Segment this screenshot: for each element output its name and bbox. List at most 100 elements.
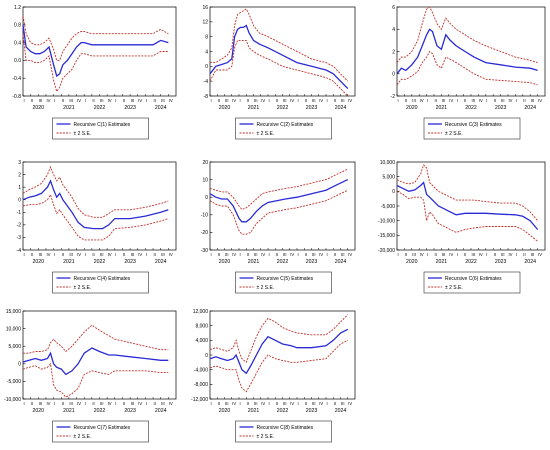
chart-panel-6: 10,0005,0000-5,000-10,000-15,000-20,000I… <box>378 160 546 294</box>
legend-estimate-label: Recursive C(2) Estimates <box>257 122 314 128</box>
year-label: 2022 <box>94 259 106 265</box>
y-tick-label: 10,000 <box>6 326 22 332</box>
legend-band-label: ± 2 S.E. <box>257 285 275 291</box>
y-tick-label: 3 <box>18 160 21 166</box>
year-label: 2023 <box>124 105 136 111</box>
quarter-label: IV <box>169 98 173 103</box>
quarter-label: IV <box>261 98 265 103</box>
y-tick-label: 12 <box>202 20 208 26</box>
y-tick-label: 10 <box>202 177 208 183</box>
quarter-label: III <box>501 98 505 103</box>
quarter-label: IV <box>46 401 50 406</box>
estimate-line <box>22 179 169 230</box>
quarter-label: IV <box>509 252 513 257</box>
year-label: 2022 <box>465 259 477 265</box>
quarter-label: II <box>31 401 33 406</box>
quarter-label: IV <box>420 98 424 103</box>
quarter-label: II <box>435 252 437 257</box>
year-label: 2020 <box>219 259 231 265</box>
year-label: 2021 <box>436 259 448 265</box>
quarter-label: II <box>464 98 466 103</box>
chart-panel-1: 1.20.80.40.0-0.4-0.8I II III IV I II III IV I II I… <box>12 5 177 140</box>
y-tick-label: -5,000 <box>7 379 21 385</box>
quarter-label: II <box>523 98 525 103</box>
quarter-label: I <box>516 252 517 257</box>
quarter-label: IV <box>108 98 112 103</box>
legend-band-label: ± 2 S.E. <box>257 131 275 137</box>
quarter-label: I <box>298 98 299 103</box>
y-tick-label: -20 <box>201 230 208 236</box>
legend: Recursive C(5) Estimates ± 2 S.E. <box>235 271 332 294</box>
quarter-label: II <box>334 401 336 406</box>
plot-frame <box>22 161 177 251</box>
y-tick-label: 0 <box>18 198 21 204</box>
lower-band-line <box>209 189 348 235</box>
quarter-label: III <box>225 401 229 406</box>
quarter-label: II <box>92 401 94 406</box>
year-label: 2024 <box>524 105 536 111</box>
year-label: 2023 <box>306 105 318 111</box>
y-tick-label: 5,000 <box>8 344 21 350</box>
quarter-label: IV <box>77 401 81 406</box>
quarter-label: IV <box>232 98 236 103</box>
year-label: 2022 <box>277 105 289 111</box>
y-tick-label: 0.0 <box>14 58 21 64</box>
year-label: 2022 <box>277 259 289 265</box>
year-label: 2020 <box>406 259 418 265</box>
year-label: 2024 <box>155 259 167 265</box>
year-label: 2022 <box>94 408 106 414</box>
quarter-label: III <box>341 401 345 406</box>
y-tick-label: 0 <box>392 72 395 78</box>
year-label: 2021 <box>436 105 448 111</box>
upper-band-line <box>396 6 538 64</box>
quarter-label: II <box>31 252 33 257</box>
quarter-label: II <box>247 401 249 406</box>
quarter-label: II <box>247 98 249 103</box>
quarter-label: II <box>494 252 496 257</box>
quarter-label: IV <box>319 252 323 257</box>
quarter-label: IV <box>232 401 236 406</box>
legend-band-label: ± 2 S.E. <box>74 285 92 291</box>
plot-frame <box>396 6 546 97</box>
year-label: 2021 <box>63 259 75 265</box>
quarter-label: I <box>269 252 270 257</box>
quarter-label: IV <box>290 98 294 103</box>
quarter-label: IV <box>509 98 513 103</box>
quarter-label: II <box>464 252 466 257</box>
quarter-label: III <box>283 252 287 257</box>
quarter-label: III <box>161 252 165 257</box>
quarter-label: I <box>240 401 241 406</box>
estimate-line <box>396 28 538 75</box>
y-tick-label: -3 <box>17 235 22 241</box>
quarter-label: IV <box>138 98 142 103</box>
quarter-label: I <box>54 98 55 103</box>
quarter-label: IV <box>261 252 265 257</box>
year-label: 2023 <box>124 408 136 414</box>
legend-band-label: ± 2 S.E. <box>74 434 92 440</box>
quarter-label: II <box>154 252 156 257</box>
quarter-label: III <box>312 401 316 406</box>
year-label: 2021 <box>248 105 260 111</box>
quarter-label: III <box>312 252 316 257</box>
quarter-label: I <box>269 98 270 103</box>
quarter-label: III <box>100 401 104 406</box>
quarter-label: I <box>115 401 116 406</box>
year-label: 2023 <box>495 105 507 111</box>
estimate-line <box>209 24 349 90</box>
quarter-label: IV <box>319 401 323 406</box>
quarter-label: II <box>334 98 336 103</box>
y-tick-label: 0 <box>205 64 208 70</box>
year-label: 2020 <box>219 105 231 111</box>
estimate-line <box>209 328 349 375</box>
quarter-label: II <box>62 98 64 103</box>
quarter-label: III <box>412 98 416 103</box>
estimate-line <box>396 181 539 230</box>
quarter-label: III <box>39 401 43 406</box>
year-label: 2021 <box>63 105 75 111</box>
y-tick-label: -2 <box>17 223 22 229</box>
quarter-label: IV <box>138 401 142 406</box>
